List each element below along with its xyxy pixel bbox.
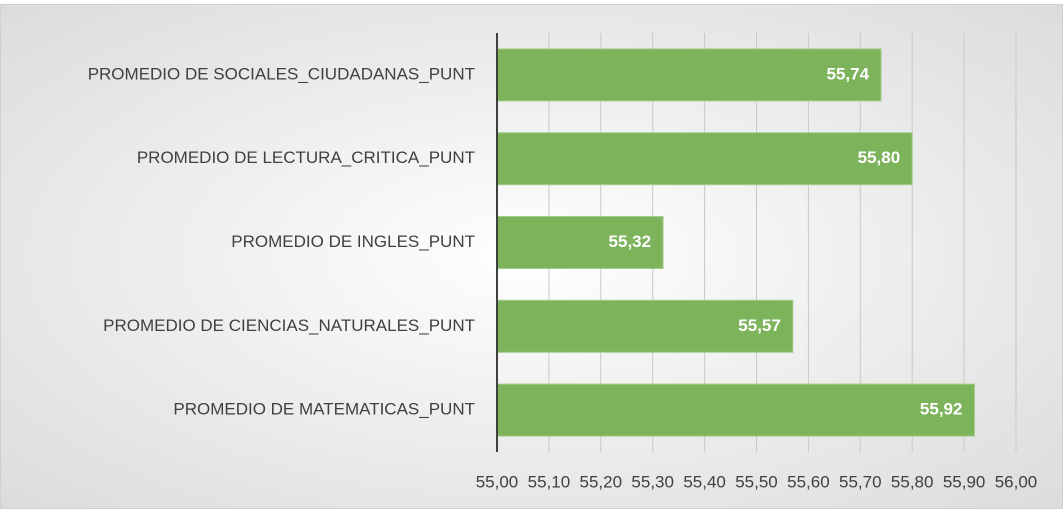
y-tick-label: PROMEDIO DE CIENCIAS_NATURALES_PUNT: [103, 316, 475, 335]
y-tick-label: PROMEDIO DE INGLES_PUNT: [231, 232, 475, 251]
value-label: 55,92: [920, 400, 963, 419]
x-tick-label: 55,70: [839, 472, 882, 491]
bar: [496, 216, 664, 269]
y-tick-label: PROMEDIO DE SOCIALES_CIUDADANAS_PUNT: [88, 64, 475, 83]
value-label: 55,74: [827, 64, 870, 83]
bar: [496, 383, 975, 437]
y-tick-label: PROMEDIO DE LECTURA_CRITICA_PUNT: [137, 148, 475, 167]
y-tick-label: PROMEDIO DE MATEMATICAS_PUNT: [173, 400, 475, 419]
bar: [496, 132, 913, 186]
x-tick-label: 55,30: [631, 472, 674, 491]
x-tick-label: 55,40: [683, 472, 726, 491]
x-tick-label: 56,00: [995, 472, 1038, 491]
x-tick-label: 55,10: [528, 472, 571, 491]
bar: [496, 48, 882, 102]
bar: [496, 299, 794, 353]
value-label: 55,32: [609, 232, 652, 251]
value-label: 55,57: [738, 316, 781, 335]
x-tick-label: 55,80: [891, 472, 934, 491]
x-tick-label: 55,00: [476, 472, 519, 491]
plot: 55,00 55,10 55,20 55,30 55,40 55,50 55,60 55,70…: [88, 33, 1038, 491]
value-label: 55,80: [858, 148, 901, 167]
x-tick-label: 55,50: [735, 472, 778, 491]
x-tick-label: 55,20: [580, 472, 623, 491]
x-tick-label: 55,60: [787, 472, 830, 491]
x-tick-label: 55,90: [943, 472, 986, 491]
